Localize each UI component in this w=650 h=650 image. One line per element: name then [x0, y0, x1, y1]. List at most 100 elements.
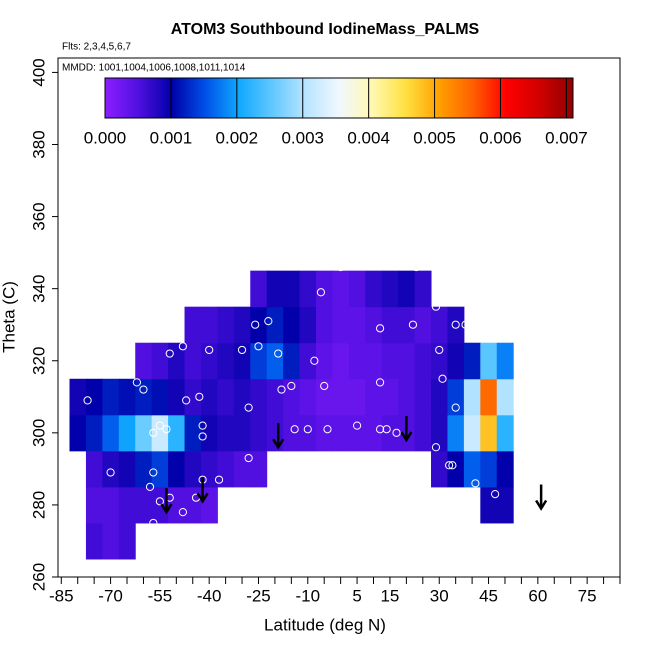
observation-point	[451, 403, 460, 412]
observation-point	[155, 421, 164, 430]
heat-cell	[200, 450, 218, 488]
x-tick-label: 75	[578, 586, 597, 605]
arrow	[196, 477, 209, 504]
observation-point	[251, 320, 260, 329]
heat-cell	[266, 378, 284, 416]
heat-cell	[463, 342, 481, 380]
heat-cell	[398, 378, 416, 416]
heat-cell	[447, 342, 465, 380]
heat-cell	[496, 414, 514, 452]
observation-point	[287, 381, 296, 391]
heat-cell	[118, 522, 136, 560]
observation-point	[195, 392, 204, 401]
heat-cell	[217, 414, 235, 452]
observation-point	[323, 425, 332, 434]
heat-cell	[480, 486, 498, 524]
observation-point	[448, 461, 457, 470]
heat-cell	[233, 306, 251, 344]
heat-cell	[233, 414, 251, 452]
observation-point	[182, 396, 191, 405]
heat-cell	[447, 306, 465, 344]
arrow	[160, 488, 173, 515]
arrow-head	[400, 431, 413, 443]
arrow-head	[535, 499, 548, 511]
observation-point	[375, 378, 385, 387]
heat-cell	[431, 378, 448, 416]
heat-cell	[480, 414, 498, 452]
heat-cell	[431, 342, 448, 380]
heat-cell	[332, 306, 350, 344]
observation-point	[149, 468, 158, 477]
observation-point	[303, 425, 312, 434]
heat-cell	[496, 378, 514, 416]
heat-cell	[315, 342, 333, 380]
heat-cell	[85, 522, 103, 560]
colorbar-tick-label: 0.006	[479, 128, 522, 147]
heat-cell	[365, 270, 383, 308]
y-tick-label: 300	[29, 419, 48, 447]
heat-cell	[135, 414, 153, 452]
heat-cell	[414, 306, 432, 344]
observation-point	[290, 425, 299, 434]
colorbar-tick-label: 0.000	[84, 128, 127, 147]
observation-point	[145, 482, 155, 491]
observation-point	[431, 443, 441, 452]
observation-point	[244, 403, 253, 412]
heat-cell	[463, 414, 481, 452]
heat-cell	[447, 450, 465, 488]
x-tick-label: 15	[380, 586, 399, 605]
heat-cell	[348, 270, 366, 308]
y-tick-label: 360	[29, 202, 48, 230]
heat-cell	[299, 378, 317, 416]
observation-point	[491, 490, 500, 499]
chart-title: ATOM3 Southbound IodineMass_PALMS	[171, 21, 480, 38]
heat-cell	[85, 378, 103, 416]
heat-cell	[266, 306, 284, 344]
heat-cell	[332, 378, 350, 416]
heat-cell	[365, 342, 383, 380]
heat-cell	[480, 378, 498, 416]
heat-cell	[135, 342, 153, 380]
x-tick-label: -55	[148, 586, 173, 605]
heat-cell	[250, 414, 268, 452]
heat-cell	[332, 414, 350, 452]
heat-cell	[102, 522, 120, 560]
heat-cell	[118, 450, 136, 488]
heat-cell	[184, 450, 202, 488]
observation-point	[165, 349, 174, 358]
arrow	[535, 484, 548, 511]
heat-cell	[299, 306, 317, 344]
heat-cell	[184, 414, 202, 452]
observation-point	[149, 428, 158, 437]
observation-point	[438, 374, 447, 383]
heat-cell	[283, 342, 301, 380]
arrow-head	[160, 503, 173, 515]
heat-cell	[118, 414, 136, 452]
observation-point	[435, 345, 444, 355]
heat-cell	[315, 414, 333, 452]
heat-cell	[168, 414, 186, 452]
observation-point	[162, 425, 171, 434]
heat-cell	[200, 414, 218, 452]
observation-point	[244, 453, 253, 463]
observation-point	[254, 342, 263, 351]
heat-cell	[431, 414, 448, 452]
heat-cell	[299, 270, 317, 308]
heat-cell	[151, 450, 169, 488]
heat-cell	[200, 306, 218, 344]
heat-cell	[332, 342, 350, 380]
heat-cell	[250, 450, 268, 488]
x-tick-label: 60	[528, 586, 547, 605]
observation-point	[517, 490, 526, 499]
observation-point	[178, 508, 187, 517]
heat-cell	[348, 378, 366, 416]
heat-cell	[168, 342, 186, 380]
x-tick-label: -25	[246, 586, 271, 605]
heat-cell	[414, 378, 432, 416]
observation-point	[451, 320, 460, 329]
heat-cell	[250, 378, 268, 416]
y-tick-label: 340	[29, 274, 48, 302]
heat-cell	[283, 270, 301, 308]
observation-point	[106, 468, 115, 477]
